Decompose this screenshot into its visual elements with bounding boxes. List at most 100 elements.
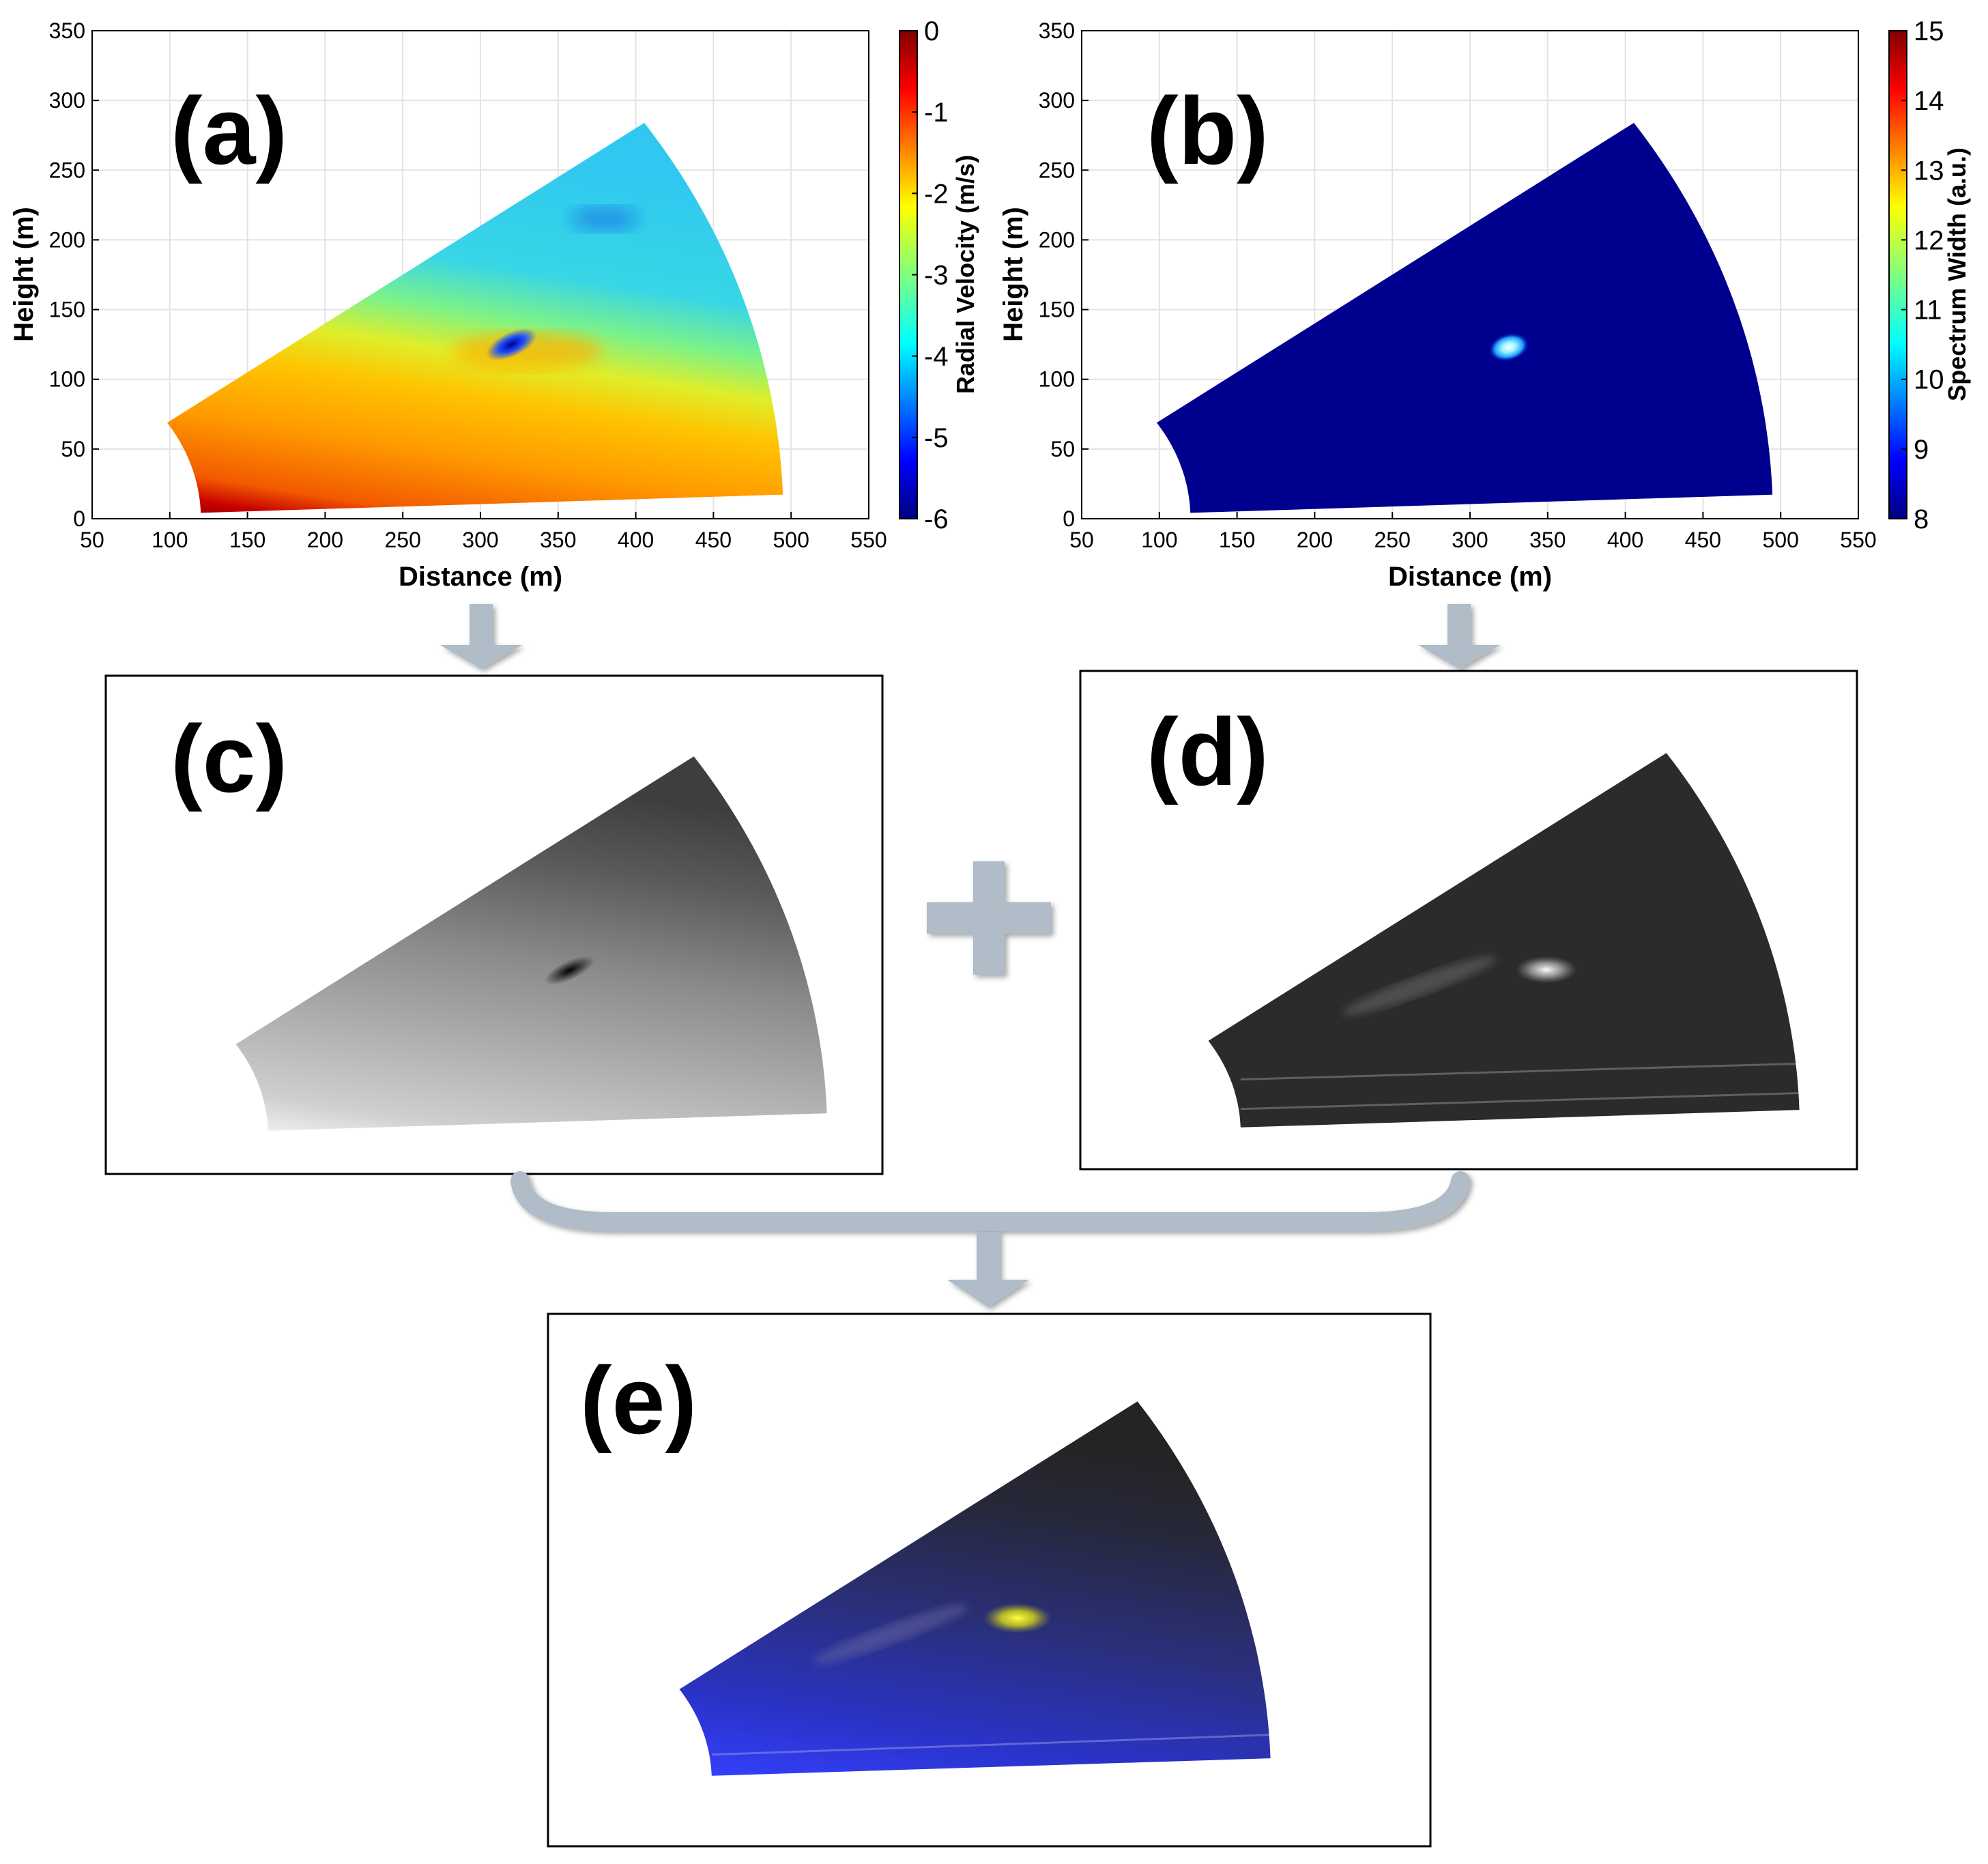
texture-highlight — [1515, 956, 1577, 984]
fused-features — [711, 1603, 1271, 1756]
fused-field — [679, 1401, 1271, 1776]
chart-a-ylabel: Height (m) — [9, 207, 39, 342]
fused-streak — [711, 1733, 1271, 1756]
colorbar-tick-label: 9 — [1914, 435, 1929, 465]
colorbar-tick-label: 0 — [924, 16, 939, 46]
x-tick-label: 200 — [1297, 528, 1333, 552]
vortex-halo — [452, 332, 603, 371]
y-tick-label: 50 — [61, 437, 85, 461]
chart-a-field — [167, 123, 783, 513]
colorbar-tick-label: 12 — [1914, 225, 1944, 255]
texture-field — [1208, 753, 1800, 1128]
colorbar-tick-label: -2 — [924, 179, 949, 209]
chart-b-yticks: 0 50 100 150 200 250 300 350 — [1039, 18, 1089, 531]
chart-a-xticks: 50 100 150 200 250 300 350 400 450 500 550 — [80, 512, 887, 552]
vortex-core — [486, 328, 537, 361]
y-tick-label: 300 — [49, 88, 85, 113]
fused-highlight — [983, 1603, 1052, 1633]
texture-streak — [1240, 1062, 1800, 1081]
colorbar-a-label: Radial Velocity (m/s) — [951, 155, 979, 394]
x-tick-label: 300 — [1452, 528, 1488, 552]
chart-a: 50 100 150 200 250 300 350 400 450 500 550 0501001… — [9, 16, 979, 592]
colorbar-tick-label: 8 — [1914, 504, 1929, 534]
chart-a-xlabel: Distance (m) — [399, 562, 562, 592]
panel-label-e: (e) — [580, 1347, 697, 1454]
y-tick-label: 0 — [73, 506, 85, 531]
x-tick-label: 250 — [385, 528, 421, 552]
colorbar-tick-label: -4 — [924, 342, 949, 372]
y-tick-label: 250 — [1039, 158, 1075, 182]
panel-c: (c) — [104, 674, 884, 1175]
x-tick-label: 250 — [1374, 528, 1411, 552]
colorbar-tick-label: -6 — [924, 504, 949, 534]
panel-e: (e) — [547, 1313, 1432, 1848]
y-tick-label: 350 — [49, 18, 85, 43]
arrow-b-to-d — [1418, 604, 1500, 669]
upper-blue-patch — [571, 206, 639, 231]
y-tick-label: 100 — [1039, 367, 1075, 392]
spectrum-width-field — [1156, 123, 1773, 513]
x-tick-label: 50 — [80, 528, 104, 552]
merge-connector — [510, 1171, 1470, 1307]
colorbar-tick-label: 13 — [1914, 156, 1944, 186]
x-tick-label: 200 — [307, 528, 343, 552]
chart-b-ylabel: Height (m) — [998, 207, 1028, 342]
x-tick-label: 50 — [1069, 528, 1094, 552]
panel-label-c: (c) — [171, 705, 287, 812]
x-tick-label: 500 — [1763, 528, 1799, 552]
x-tick-label: 450 — [1685, 528, 1721, 552]
velocity-features — [452, 206, 639, 371]
colorbar-tick-label: 14 — [1914, 86, 1944, 116]
chart-b-field — [1156, 123, 1773, 513]
x-tick-label: 500 — [773, 528, 809, 552]
x-tick-label: 550 — [850, 528, 887, 552]
colorbar-tick-label: -1 — [924, 98, 949, 128]
y-tick-label: 0 — [1063, 506, 1075, 531]
texture-blob — [1342, 956, 1497, 1016]
chart-b-xticks: 50 100 150 200 250 300 350 400 450 500 550 — [1069, 512, 1877, 552]
x-tick-label: 350 — [1529, 528, 1566, 552]
x-tick-label: 100 — [1141, 528, 1177, 552]
y-tick-label: 350 — [1039, 18, 1075, 43]
x-tick-label: 100 — [152, 528, 188, 552]
x-tick-label: 400 — [1607, 528, 1643, 552]
chart-a-yticks: 0 50 100 150 200 250 300 350 — [49, 18, 99, 531]
spectrum-hotspot — [1488, 332, 1529, 362]
colorbar-b-bar — [1888, 30, 1907, 519]
panel-e-image — [679, 1401, 1271, 1776]
y-tick-label: 250 — [49, 158, 85, 182]
colorbar-b-label: Spectrum Width (a.u.) — [1943, 147, 1971, 401]
x-tick-label: 450 — [695, 528, 732, 552]
x-tick-label: 550 — [1840, 528, 1876, 552]
colorbar-tick-label: 15 — [1914, 16, 1944, 46]
panel-label-d: (d) — [1147, 698, 1269, 805]
texture-features — [1240, 956, 1800, 1110]
y-tick-label: 300 — [1039, 88, 1075, 113]
panel-d-image — [1208, 753, 1800, 1128]
y-tick-label: 150 — [1039, 298, 1075, 322]
panel-d: (d) — [1079, 670, 1858, 1171]
fused-blob — [813, 1605, 968, 1664]
y-tick-label: 200 — [1039, 227, 1075, 252]
plus-icon — [927, 861, 1051, 975]
x-tick-label: 350 — [540, 528, 576, 552]
colorbar-a-ticks: 0 -1 -2 -3 -4 -5 -6 — [912, 16, 949, 534]
colorbar-tick-label: 11 — [1914, 296, 1942, 326]
chart-b: 50 100 150 200 250 300 350 400 450 500 550 0501001… — [998, 16, 1971, 592]
colorbar-b: 8 9 10 11 12 13 14 15 Spectrum Width (a.u.) — [1888, 16, 1971, 534]
colorbar-a: 0 -1 -2 -3 -4 -5 -6 Radial Velocity (m/s) — [899, 16, 979, 534]
y-tick-label: 100 — [49, 367, 85, 392]
x-tick-label: 150 — [229, 528, 265, 552]
x-tick-label: 150 — [1219, 528, 1255, 552]
colorbar-b-ticks: 8 9 10 11 12 13 14 15 — [1901, 16, 1944, 534]
grayscale-vortex — [544, 956, 595, 985]
texture-streak — [1240, 1091, 1800, 1110]
y-tick-label: 200 — [49, 227, 85, 252]
chart-b-xlabel: Distance (m) — [1388, 562, 1552, 592]
y-tick-label: 50 — [1050, 437, 1075, 461]
panel-label-b: (b) — [1147, 77, 1269, 184]
x-tick-label: 300 — [462, 528, 498, 552]
x-tick-label: 400 — [618, 528, 654, 552]
y-tick-label: 150 — [49, 298, 85, 322]
